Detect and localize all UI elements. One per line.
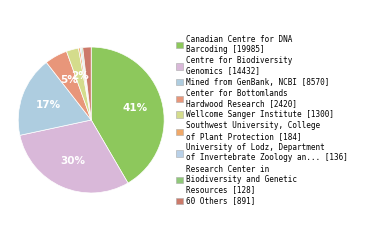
Wedge shape [66,48,91,120]
Text: 17%: 17% [36,100,61,109]
Text: 5%: 5% [60,75,78,85]
Wedge shape [18,62,91,135]
Legend: Canadian Centre for DNA
Barcoding [19985], Centre for Biodiversity
Genomics [144: Canadian Centre for DNA Barcoding [19985… [176,35,348,205]
Wedge shape [79,48,91,120]
Wedge shape [20,120,128,193]
Text: 41%: 41% [122,103,147,113]
Wedge shape [81,48,91,120]
Wedge shape [80,48,91,120]
Wedge shape [83,47,91,120]
Text: 30%: 30% [60,156,86,166]
Wedge shape [46,51,91,120]
Text: 2%: 2% [71,71,89,81]
Wedge shape [91,47,164,183]
